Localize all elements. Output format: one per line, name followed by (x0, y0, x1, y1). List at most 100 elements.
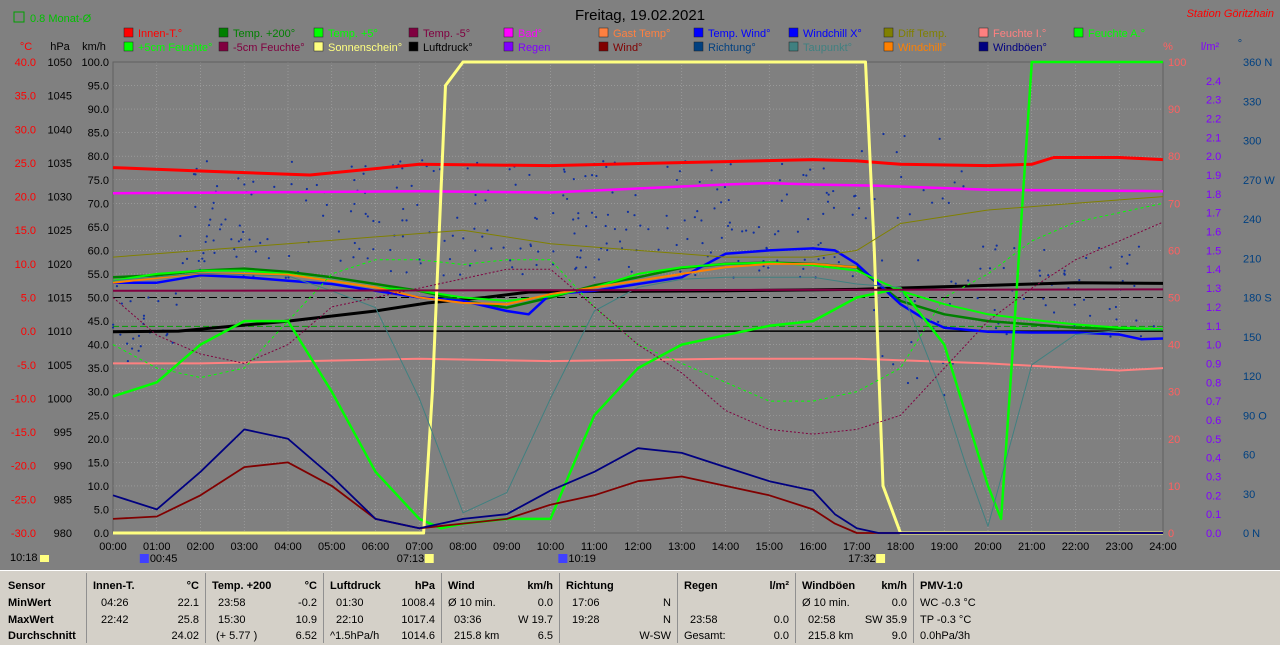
winddirection-dot (833, 255, 836, 259)
legend-swatch (313, 27, 324, 38)
tick-lm2: 2.3 (1206, 95, 1221, 107)
tick-kmh: 70.0 (88, 198, 109, 210)
winddirection-dot (142, 317, 145, 320)
winddirection-dot (765, 246, 768, 250)
tick-celsius: 25.0 (15, 158, 36, 170)
winddirection-dot (594, 215, 598, 219)
winddirection-dot (552, 211, 555, 215)
sun-set-marker-icon (876, 554, 886, 563)
winddirection-dot (626, 210, 630, 213)
weather-chart: Innen-T.° Temp. +200° Temp. +5° Temp. -5° Ba… (10, 7, 1275, 565)
legend-label: Sonnenschein° (328, 42, 402, 54)
tick-percent: 50 (1168, 293, 1180, 305)
winddirection-dot (402, 207, 405, 211)
wind-max-value: W 19.7 (518, 614, 553, 626)
tick-lm2: 1.8 (1206, 189, 1221, 201)
winddirection-dot (230, 238, 233, 241)
winddirection-dot (1085, 256, 1088, 260)
winddirection-dot (290, 183, 293, 186)
winddirection-dot (442, 274, 445, 277)
series-5cm-feuchte (112, 221, 1164, 435)
winddirection-dot (358, 247, 361, 250)
winddirection-dot (395, 186, 398, 189)
winddirection-dot (213, 251, 216, 254)
temp-avg-value: 6.52 (295, 630, 317, 642)
winddirection-dot (851, 275, 854, 278)
tick-lm2: 2.2 (1206, 114, 1221, 126)
tick-percent: 100 (1168, 57, 1186, 69)
winddirection-dot (132, 337, 135, 340)
winddirection-dot (590, 211, 594, 214)
winddirection-dot (803, 258, 806, 261)
tick-hpa: 1005 (48, 360, 72, 372)
winddirection-dot (618, 240, 622, 243)
winddirection-dot (953, 181, 956, 184)
monat-checkbox[interactable] (13, 11, 25, 23)
tick-deg: 0 N (1243, 528, 1260, 540)
winddirection-dot (207, 224, 211, 227)
winddirection-dot (575, 266, 578, 269)
winddirection-dot (773, 233, 777, 236)
winddirection-dot (350, 165, 353, 168)
legend-swatch (693, 41, 704, 52)
winddirection-dot (1002, 266, 1005, 270)
tick-kmh: 25.0 (88, 410, 109, 422)
tick-time: 00:00 (99, 541, 127, 553)
winddirection-dot (962, 185, 965, 188)
tick-time: 19:00 (930, 541, 958, 553)
winddirection-dot (137, 349, 140, 352)
winddirection-dot (922, 189, 925, 192)
legend-label: -5cm Feuchte° (233, 42, 305, 54)
winddirection-dot (129, 300, 132, 303)
winddirection-dot (486, 229, 489, 232)
tick-lm2: 0.4 (1206, 453, 1221, 465)
wind-avg-value: 6.5 (537, 630, 553, 642)
winddirection-dot (218, 228, 222, 231)
legend-swatch (218, 41, 229, 52)
boen-distance: 215.8 km (808, 630, 854, 642)
winddirection-dot (930, 201, 934, 204)
winddirection-dot (171, 341, 174, 344)
luft-avg-value: 1014.6 (401, 630, 435, 642)
hdr-wind: Wind (448, 580, 475, 592)
col-innen: Innen-T. °C 04:26 22.1 22:42 25.8 24.02 (87, 573, 206, 643)
tick-hpa: 980 (54, 528, 72, 540)
hdr-luft: Luftdruck (330, 580, 381, 592)
innen-max-time: 22:42 (101, 614, 129, 626)
winddirection-dot (181, 262, 184, 265)
tick-kmh: 100.0 (81, 57, 109, 69)
winddirection-dot (709, 251, 712, 254)
winddirection-dot (880, 259, 884, 262)
col-temp: Temp. +200 °C 23:58 -0.2 15:30 10.9 (+ 5… (206, 573, 324, 643)
temp-max-value: 10.9 (295, 614, 317, 626)
tick-celsius: -30.0 (11, 528, 36, 540)
winddirection-dot (802, 267, 805, 270)
winddirection-dot (224, 218, 227, 221)
winddirection-dot (1022, 297, 1025, 300)
winddirection-dot (389, 248, 392, 252)
winddirection-dot (139, 345, 142, 348)
winddirection-dot (577, 217, 580, 220)
series-bad (112, 181, 1164, 195)
winddirection-dot (352, 256, 355, 259)
boen-max-value: SW 35.9 (864, 614, 907, 626)
winddirection-dot (606, 248, 609, 252)
winddirection-dot (284, 276, 287, 279)
winddirection-dot (993, 308, 996, 312)
col-pmv: PMV-1:0 WC -0.3 °C TP -0.3 °C 0.0hPa/3h (914, 573, 1280, 643)
winddirection-dot (777, 230, 780, 233)
winddirection-dot (758, 269, 761, 272)
tick-lm2: 0.6 (1206, 415, 1221, 427)
winddirection-dot (713, 207, 716, 210)
winddirection-dot (832, 189, 835, 193)
winddirection-dot (873, 308, 876, 312)
luft-max-time: 22:10 (336, 614, 364, 626)
legend-swatch (503, 27, 514, 38)
winddirection-dot (906, 381, 910, 385)
tick-time: 08:00 (449, 541, 477, 553)
winddirection-dot (577, 212, 580, 215)
winddirection-dot (737, 259, 740, 263)
winddirection-dot (519, 247, 522, 250)
winddirection-dot (860, 150, 863, 153)
tick-time: 17:00 (843, 541, 871, 553)
